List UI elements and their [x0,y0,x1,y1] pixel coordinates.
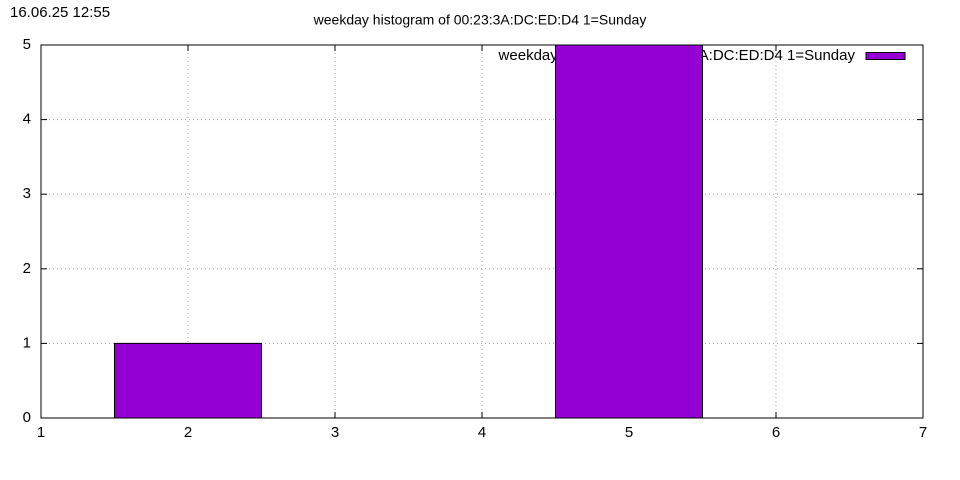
timestamp: 16.06.25 12:55 [10,4,110,21]
chart-title: weekday histogram of 00:23:3A:DC:ED:D4 1… [313,12,647,28]
x-tick-label: 5 [625,424,633,441]
x-tick-label: 7 [919,424,927,441]
x-tick-label: 6 [772,424,780,441]
y-tick-label: 3 [23,185,31,202]
y-tick-label: 0 [23,409,31,426]
x-tick-label: 3 [331,424,339,441]
y-tick-label: 2 [23,260,31,277]
legend-swatch [865,52,906,60]
bar [555,44,703,419]
x-tick-label: 1 [37,424,45,441]
bar [114,342,262,419]
y-tick-label: 1 [23,334,31,351]
x-tick-label: 2 [184,424,192,441]
y-tick-label: 4 [23,111,31,128]
y-tick-label: 5 [23,36,31,53]
plot-border [40,44,924,419]
x-tick-label: 4 [478,424,486,441]
